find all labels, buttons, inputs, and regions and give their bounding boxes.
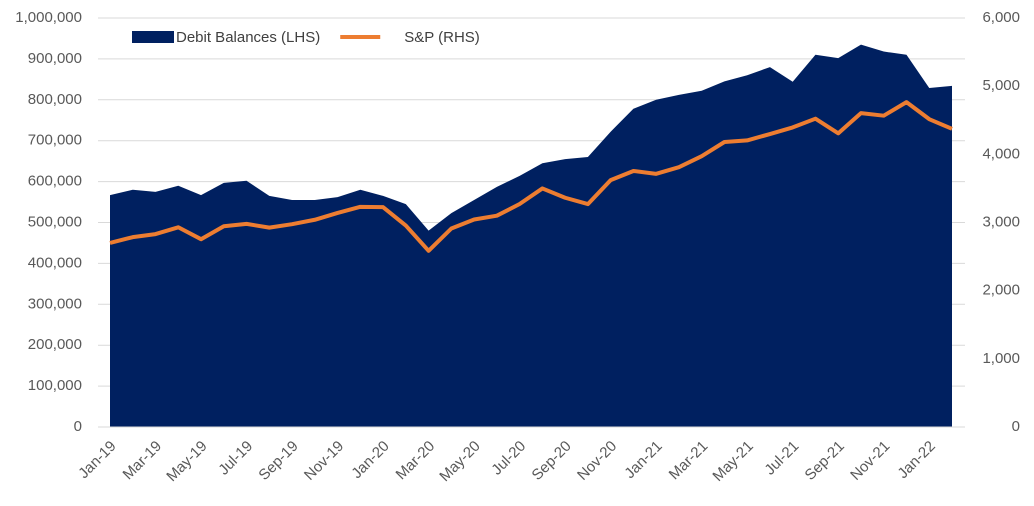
legend-label: Debit Balances (LHS) [176,29,320,46]
y2-tick-label: 6,000 [982,9,1020,26]
x-tick-label: Nov-20 [574,438,620,484]
x-tick-label: Jul-21 [761,438,802,479]
x-tick-label: Mar-21 [666,438,712,484]
x-tick-label: Sep-19 [255,438,301,484]
y2-tick-label: 5,000 [982,77,1020,94]
y-tick-label: 400,000 [28,254,82,271]
legend-swatch [132,31,174,43]
x-tick-label: Jan-21 [621,438,665,482]
x-tick-label: Jan-22 [894,438,938,482]
y-tick-label: 100,000 [28,377,82,394]
x-tick-label: Jan-20 [348,438,392,482]
x-tick-label: Nov-21 [847,438,893,484]
y-tick-label: 700,000 [28,132,82,149]
y2-tick-label: 3,000 [982,213,1020,230]
x-tick-label: Jan-19 [75,438,119,482]
x-tick-label: May-20 [436,438,483,485]
y-tick-label: 800,000 [28,91,82,108]
y-tick-label: 500,000 [28,213,82,230]
x-tick-label: Mar-20 [393,438,439,484]
y-tick-label: 300,000 [28,295,82,312]
x-tick-label: Sep-20 [529,438,575,484]
x-tick-label: Sep-21 [802,438,848,484]
x-tick-label: May-19 [163,438,210,485]
y-tick-label: 1,000,000 [15,9,82,26]
x-tick-label: Mar-19 [120,438,166,484]
y-tick-label: 0 [74,418,82,435]
y-tick-label: 200,000 [28,336,82,353]
y-tick-label: 900,000 [28,50,82,67]
x-tick-label: Jul-20 [488,438,529,479]
x-tick-label: Nov-19 [301,438,347,484]
y2-tick-label: 0 [1012,418,1020,435]
line [109,100,953,253]
y2-tick-label: 2,000 [982,282,1020,299]
area [110,44,952,428]
y2-tick-label: 1,000 [982,350,1020,367]
x-tick-label: May-21 [709,438,756,485]
legend-label: S&P (RHS) [404,29,480,46]
y2-tick-label: 4,000 [982,145,1020,162]
y-tick-label: 600,000 [28,173,82,190]
x-tick-label: Jul-19 [215,438,256,479]
